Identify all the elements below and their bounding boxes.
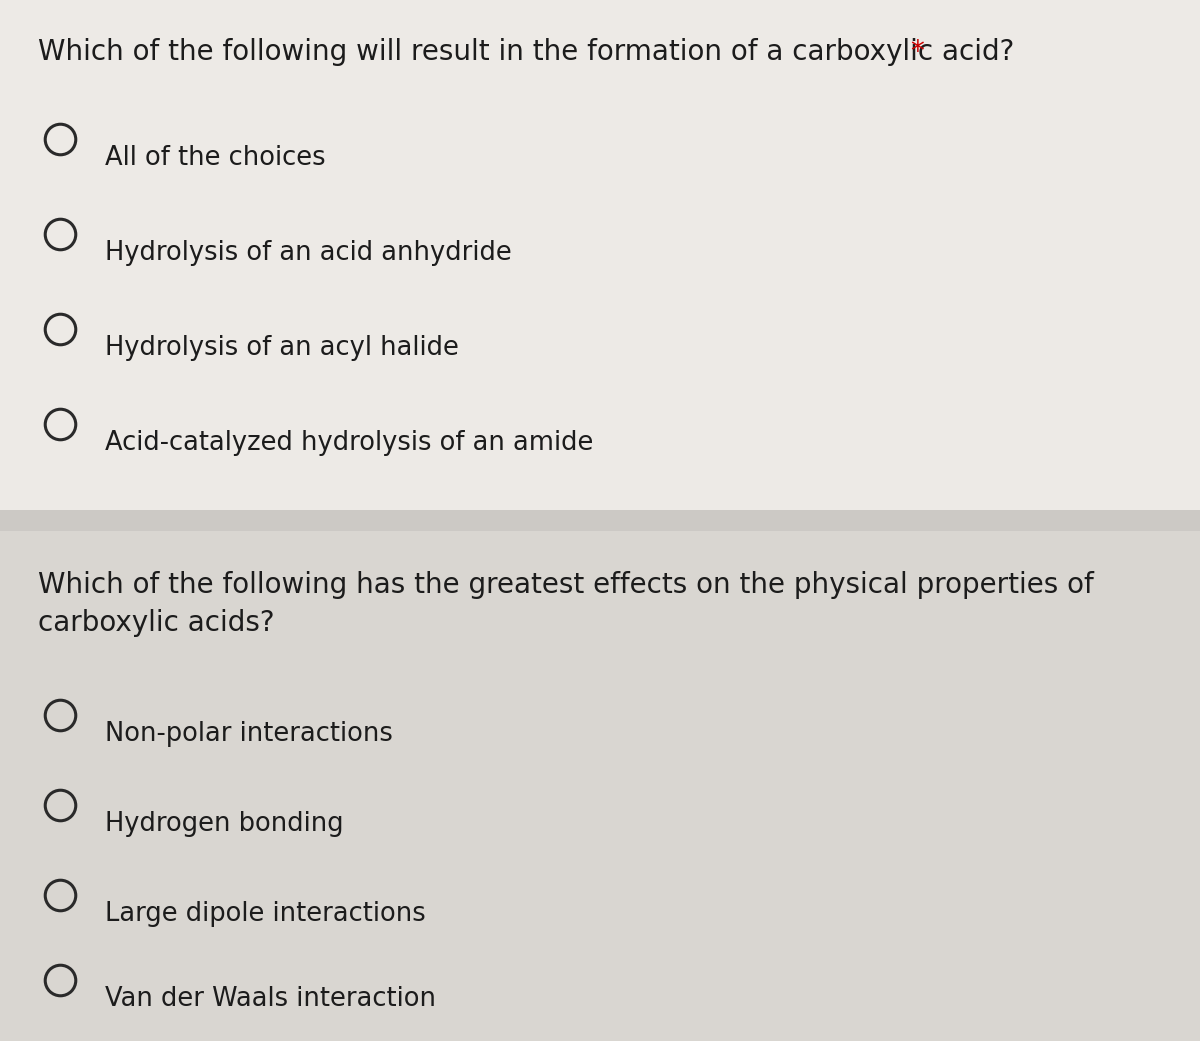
Text: Large dipole interactions: Large dipole interactions: [106, 900, 426, 926]
Text: Non-polar interactions: Non-polar interactions: [106, 720, 392, 746]
Text: Which of the following will result in the formation of a carboxylic acid?: Which of the following will result in th…: [38, 39, 1024, 66]
Text: Which of the following has the greatest effects on the physical properties of: Which of the following has the greatest …: [38, 570, 1093, 599]
Text: *: *: [910, 39, 924, 66]
Text: Hydrogen bonding: Hydrogen bonding: [106, 811, 343, 837]
Text: carboxylic acids?: carboxylic acids?: [38, 609, 275, 637]
Text: All of the choices: All of the choices: [106, 145, 325, 171]
Text: Hydrolysis of an acyl halide: Hydrolysis of an acyl halide: [106, 335, 458, 361]
Text: Hydrolysis of an acid anhydride: Hydrolysis of an acid anhydride: [106, 240, 511, 266]
Text: Acid-catalyzed hydrolysis of an amide: Acid-catalyzed hydrolysis of an amide: [106, 430, 593, 456]
Text: Van der Waals interaction: Van der Waals interaction: [106, 986, 436, 1012]
